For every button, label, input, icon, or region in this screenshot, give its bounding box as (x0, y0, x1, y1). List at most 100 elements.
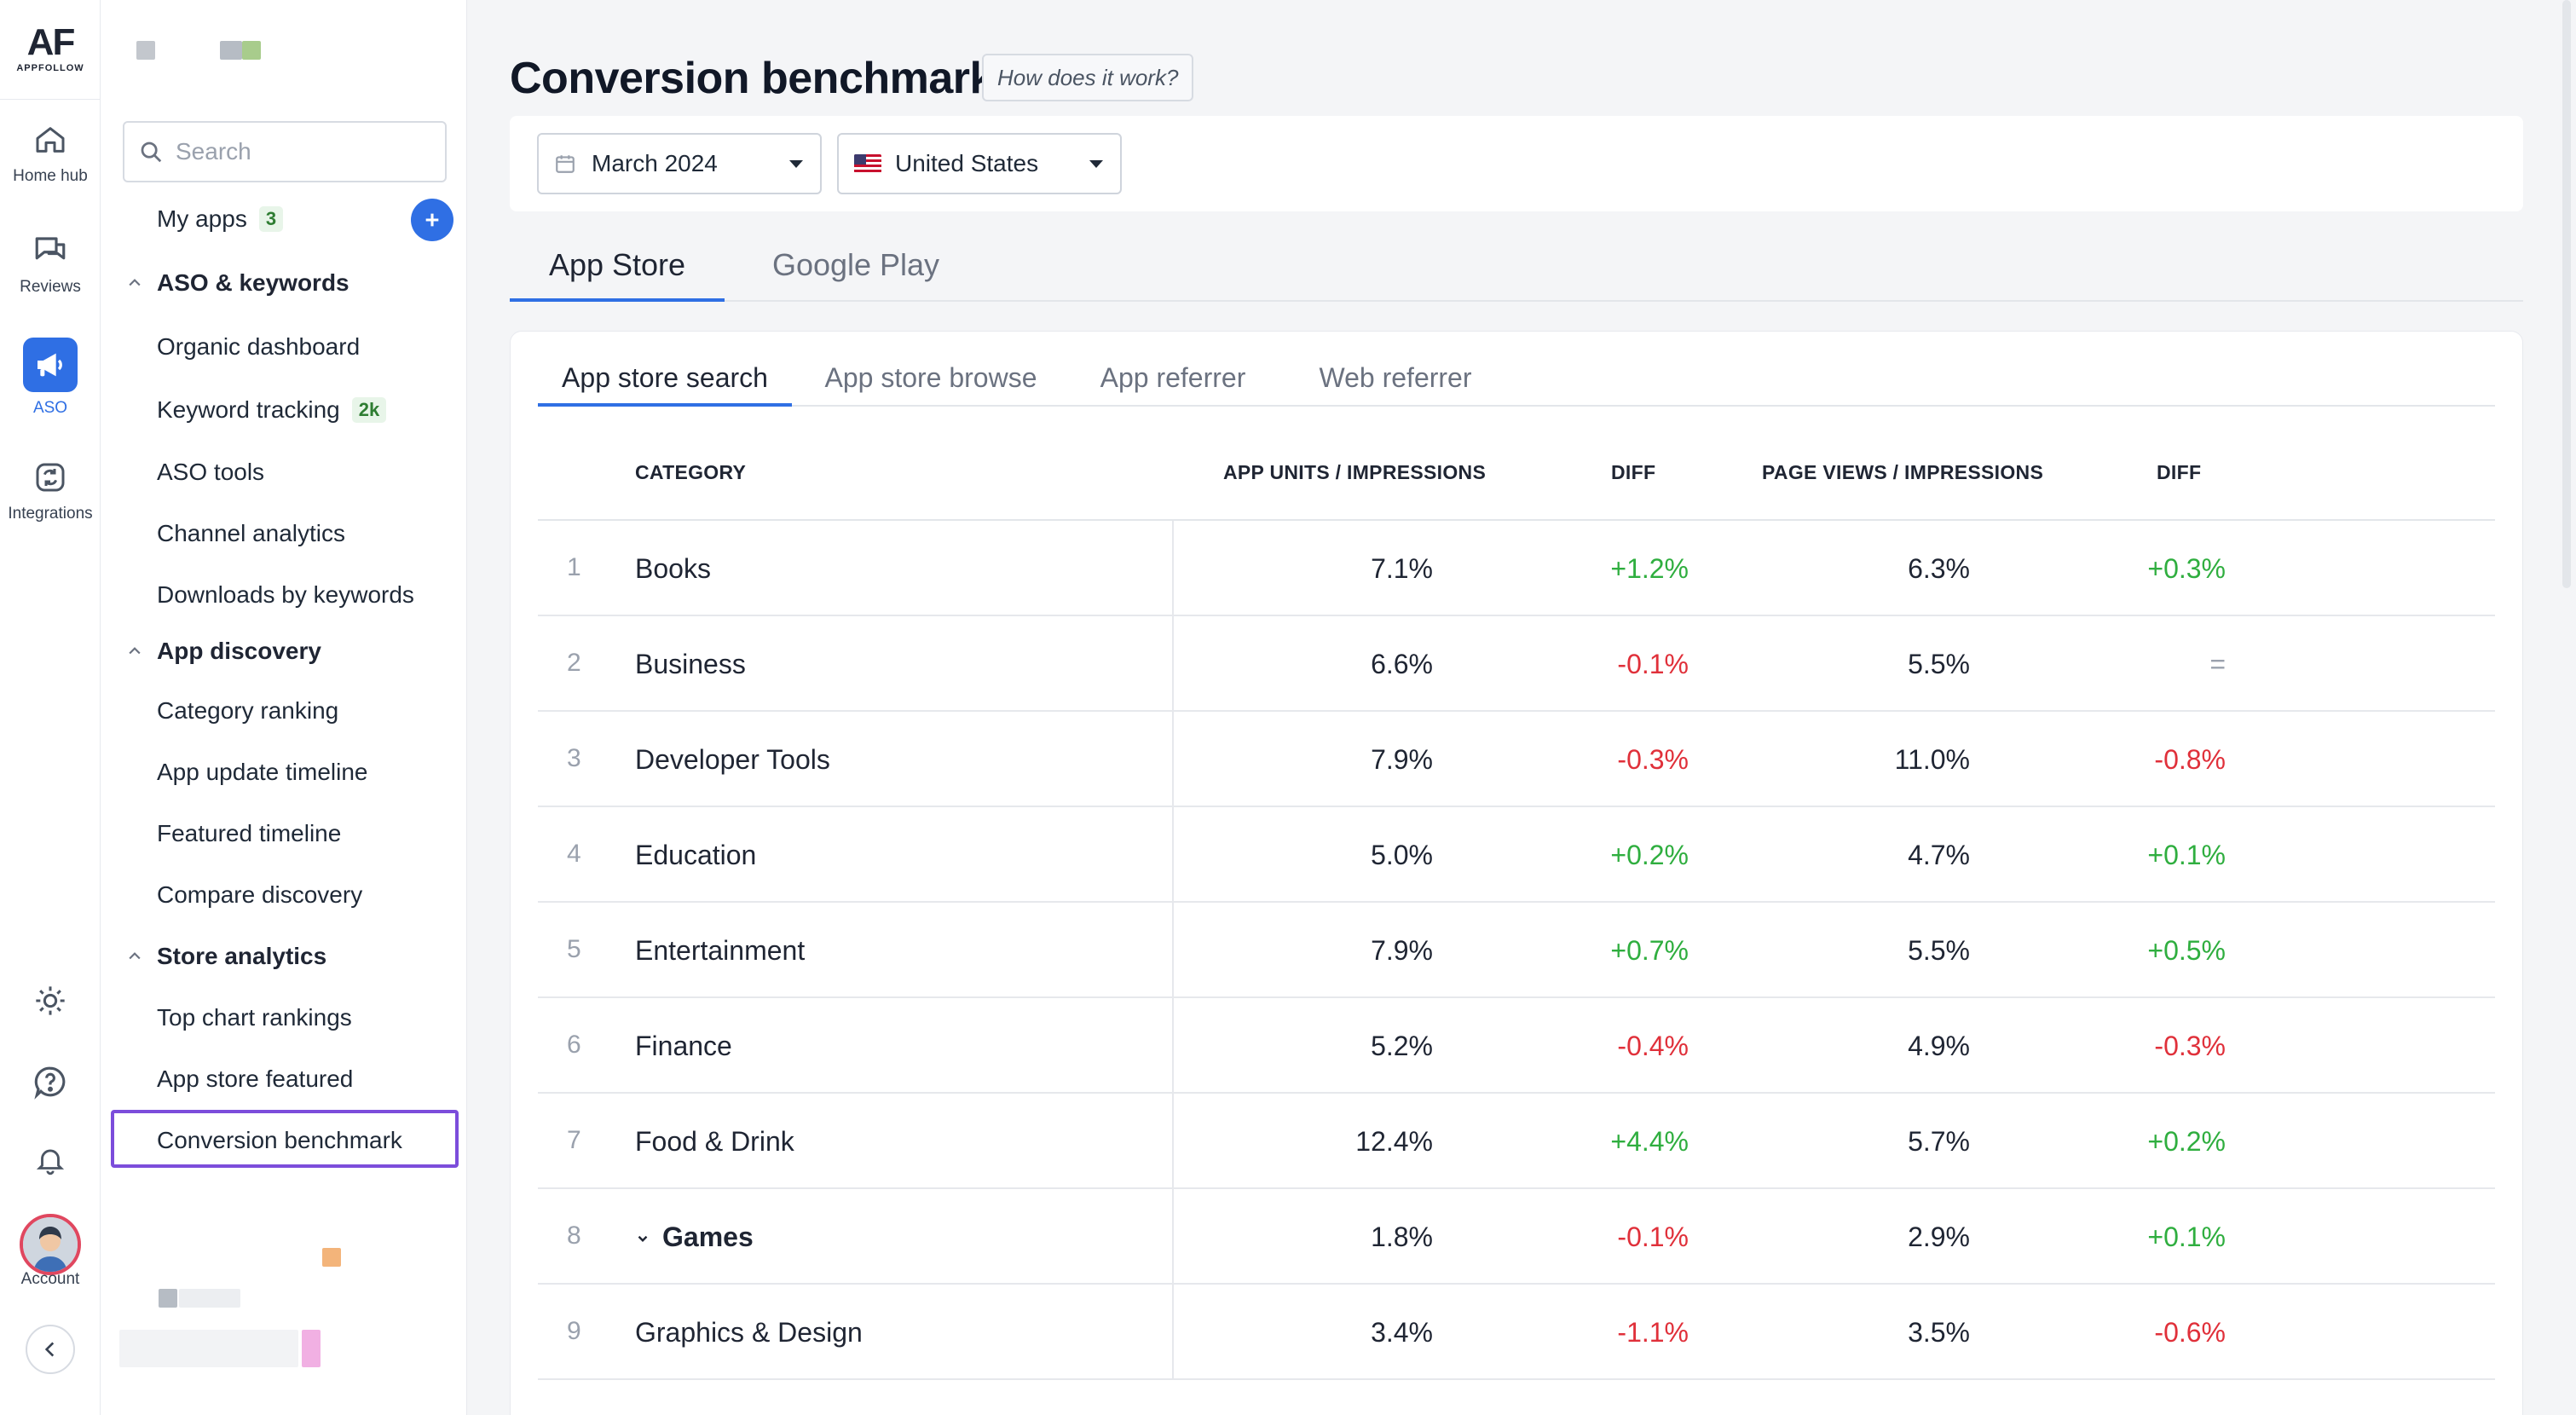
nav-item-app-store-featured[interactable]: App store featured (157, 1057, 353, 1101)
page-scrollbar[interactable] (2562, 0, 2571, 588)
help-button[interactable] (0, 1064, 101, 1100)
rail-item-reviews[interactable]: Reviews (0, 232, 101, 297)
app-units-value: 12.4% (1355, 1126, 1433, 1157)
col-header-page-views[interactable]: PAGE VIEWS / IMPRESSIONS (1762, 461, 2044, 483)
logo-mark: AF (26, 21, 76, 63)
nav-item-app-update-timeline[interactable]: App update timeline (157, 750, 368, 794)
tab-app-store[interactable]: App Store (510, 247, 725, 302)
diff-page-views: = (2209, 649, 2226, 679)
date-dropdown[interactable]: March 2024 (537, 133, 822, 194)
category-name: Games (662, 1222, 754, 1252)
account-label-wrap: Account (0, 1270, 101, 1289)
nav-item-category-ranking[interactable]: Category ranking (157, 689, 338, 733)
workspace-placeholder-accent (242, 41, 261, 60)
category-cell: Education (635, 840, 756, 871)
category-cell: Graphics & Design (635, 1317, 863, 1349)
nav-item-organic-dashboard[interactable]: Organic dashboard (157, 325, 360, 369)
nav-item-keyword-tracking[interactable]: Keyword tracking 2k (157, 388, 387, 432)
nav-label: Compare discovery (157, 881, 363, 908)
chevron-down-icon (1089, 160, 1103, 168)
col-header-category[interactable]: CATEGORY (635, 461, 747, 483)
category-name: Education (635, 840, 757, 870)
nav-group-aso-keywords[interactable]: ASO & keywords (126, 261, 349, 305)
diff-app-units: -0.1% (1617, 649, 1689, 679)
diff-page-views: -0.3% (2154, 1031, 2226, 1061)
theme-toggle[interactable] (0, 984, 101, 1018)
table-row[interactable]: 6 Finance 5.2% -0.4% 4.9% -0.3% (538, 998, 2495, 1094)
row-index: 4 (567, 840, 581, 868)
app-units-value: 5.0% (1371, 840, 1433, 870)
nav-item-compare-discovery[interactable]: Compare discovery (157, 873, 362, 917)
column-divider (1172, 712, 1174, 807)
nav-group-title: Store analytics (157, 943, 327, 969)
nav-item-featured-timeline[interactable]: Featured timeline (157, 811, 341, 856)
category-name: Food & Drink (635, 1126, 794, 1157)
table-row[interactable]: 3 Developer Tools 7.9% -0.3% 11.0% -0.8% (538, 712, 2495, 807)
tab-app-referrer[interactable]: App referrer (1100, 362, 1246, 393)
active-nav-highlight (111, 1110, 459, 1168)
col-header-diff-2[interactable]: DIFF (2157, 461, 2202, 483)
appfollow-logo[interactable]: AF APPFOLLOW (0, 21, 101, 74)
rail-label-home-hub: Home hub (13, 167, 88, 185)
tab-app-store-search[interactable]: App store search (538, 362, 792, 407)
category-name: Developer Tools (635, 744, 830, 775)
page-views-value: 5.5% (1908, 649, 1970, 679)
placeholder-block-pink (302, 1330, 321, 1367)
category-cell: Books (635, 553, 711, 585)
store-tabs: App Store Google Play (510, 232, 2523, 302)
nav-item-downloads-by-keywords[interactable]: Downloads by keywords (157, 573, 414, 617)
col-header-app-units[interactable]: APP UNITS / IMPRESSIONS (1223, 461, 1487, 483)
table-row[interactable]: 7 Food & Drink 12.4% +4.4% 5.7% +0.2% (538, 1094, 2495, 1189)
tab-google-play[interactable]: Google Play (771, 247, 940, 282)
chevron-up-icon (129, 647, 141, 655)
diff-app-units: +4.4% (1610, 1126, 1689, 1157)
expand-toggle[interactable] (635, 1231, 650, 1246)
table-row[interactable]: 8 Games 1.8% -0.1% 2.9% +0.1% (538, 1189, 2495, 1285)
tab-app-store-browse[interactable]: App store browse (824, 362, 1037, 393)
rail-item-integrations[interactable]: Integrations (0, 459, 101, 523)
rail-item-aso[interactable]: ASO (0, 338, 101, 418)
search-input[interactable] (176, 138, 431, 165)
us-flag-icon (854, 154, 881, 173)
nav-group-app-discovery[interactable]: App discovery (126, 629, 321, 673)
page-views-value: 4.9% (1908, 1031, 1970, 1061)
col-header-diff-1[interactable]: DIFF (1611, 461, 1656, 483)
nav-item-channel-analytics[interactable]: Channel analytics (157, 511, 345, 556)
table-row[interactable]: 2 Business 6.6% -0.1% 5.5% = (538, 616, 2495, 712)
page-views-value: 2.9% (1908, 1222, 1970, 1252)
column-divider (1172, 521, 1174, 616)
chevron-up-icon (129, 279, 141, 286)
sun-icon (36, 986, 65, 1015)
tab-web-referrer[interactable]: Web referrer (1319, 362, 1472, 393)
account-avatar[interactable] (20, 1214, 81, 1275)
nav-group-store-analytics[interactable]: Store analytics (126, 934, 326, 979)
rail-item-home-hub[interactable]: Home hub (0, 121, 101, 186)
table-row[interactable]: 9 Graphics & Design 3.4% -1.1% 3.5% -0.6% (538, 1285, 2495, 1380)
diff-app-units: -0.4% (1617, 1031, 1689, 1061)
benchmark-table: CATEGORY APP UNITS / IMPRESSIONS DIFF PA… (538, 427, 2495, 1380)
diff-page-views: +0.1% (2147, 1222, 2226, 1252)
avatar-image (23, 1217, 78, 1272)
filter-bar: March 2024 United States (510, 116, 2523, 211)
collapse-sidebar-button[interactable] (26, 1325, 75, 1374)
add-app-button[interactable] (411, 199, 453, 241)
country-dropdown[interactable]: United States (837, 133, 1122, 194)
nav-item-conversion-benchmark[interactable]: Conversion benchmark (157, 1118, 402, 1163)
how-does-it-work-link[interactable]: How does it work? (982, 54, 1194, 101)
nav-item-aso-tools[interactable]: ASO tools (157, 450, 264, 494)
nav-search[interactable] (123, 121, 447, 182)
diff-app-units: +1.2% (1610, 553, 1689, 584)
category-name: Books (635, 553, 711, 584)
table-row[interactable]: 1 Books 7.1% +1.2% 6.3% +0.3% (538, 521, 2495, 616)
notifications-button[interactable] (0, 1144, 101, 1176)
nav-item-top-chart-rankings[interactable]: Top chart rankings (157, 996, 352, 1040)
diff-page-views: -0.6% (2154, 1317, 2226, 1348)
page-views-value: 6.3% (1908, 553, 1970, 584)
row-index: 2 (567, 649, 581, 677)
table-row[interactable]: 5 Entertainment 7.9% +0.7% 5.5% +0.5% (538, 903, 2495, 998)
table-row[interactable]: 4 Education 5.0% +0.2% 4.7% +0.1% (538, 807, 2495, 903)
category-cell: Games (635, 1222, 754, 1253)
nav-item-my-apps[interactable]: My apps 3 (157, 197, 284, 241)
diff-app-units: +0.7% (1610, 935, 1689, 966)
column-divider (1172, 1189, 1174, 1285)
